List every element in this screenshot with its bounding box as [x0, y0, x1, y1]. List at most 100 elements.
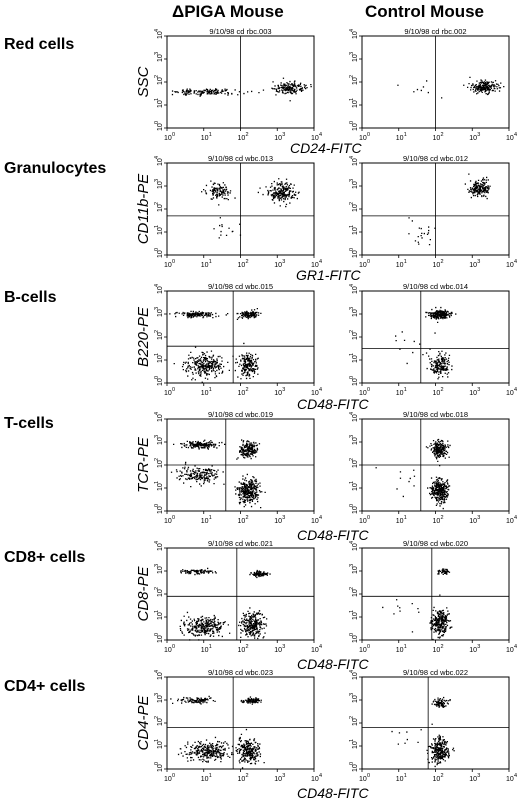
- x-tick-exp-r5c0-3: 3: [282, 773, 285, 779]
- x-tick-exp-r4c0-4: 4: [319, 644, 322, 650]
- plot-file-label-r3c0: 9/10/98 cd wbc.019: [208, 410, 273, 419]
- x-tick-label-r0c0-0: 10: [164, 135, 172, 142]
- x-tick-label-r3c0-4: 10: [311, 518, 319, 525]
- y-tick-label-r3c0-3: 10: [157, 437, 164, 445]
- scatter-cluster-r2c1-1: [426, 350, 453, 380]
- x-tick-label-r0c0-2: 10: [238, 135, 246, 142]
- y-tick-label-r3c0-1: 10: [157, 483, 164, 491]
- y-tick-exp-r3c0-1: 1: [154, 481, 160, 484]
- plot-file-label-r4c0: 9/10/98 cd wbc.021: [208, 539, 273, 548]
- y-tick-label-r2c1-2: 10: [352, 332, 359, 340]
- y-tick-exp-r2c1-3: 3: [349, 307, 355, 310]
- y-tick-label-r3c1-0: 10: [352, 506, 359, 514]
- y-tick-label-r0c0-0: 10: [157, 123, 164, 131]
- x-tick-label-r1c0-0: 10: [164, 262, 172, 269]
- y-tick-exp-r5c0-2: 2: [154, 716, 160, 719]
- y-tick-exp-r0c1-0: 0: [349, 121, 355, 124]
- y-tick-exp-r1c0-2: 2: [154, 202, 160, 205]
- x-tick-exp-r1c0-4: 4: [319, 259, 322, 265]
- x-tick-label-r2c1-4: 10: [506, 390, 514, 397]
- x-tick-exp-r4c0-1: 1: [209, 644, 212, 650]
- x-tick-exp-r2c1-1: 1: [404, 387, 407, 393]
- y-tick-label-r3c0-2: 10: [157, 460, 164, 468]
- scatter-cluster-r4c1-2: [382, 594, 441, 633]
- x-tick-exp-r2c0-0: 0: [172, 387, 175, 393]
- y-tick-label-r1c1-0: 10: [352, 250, 359, 258]
- x-tick-exp-r3c1-1: 1: [404, 515, 407, 521]
- y-tick-exp-r3c0-0: 0: [154, 504, 160, 507]
- x-tick-exp-r5c0-2: 2: [246, 773, 249, 779]
- x-tick-exp-r2c1-3: 3: [477, 387, 480, 393]
- y-tick-label-r5c1-2: 10: [352, 718, 359, 726]
- plot-file-label-r0c0: 9/10/98 cd rbc.003: [209, 27, 271, 36]
- y-tick-label-r0c1-1: 10: [352, 100, 359, 108]
- y-tick-exp-r4c1-1: 1: [349, 610, 355, 613]
- y-tick-exp-r4c0-0: 0: [154, 633, 160, 636]
- y-tick-exp-r1c0-1: 1: [154, 225, 160, 228]
- y-tick-exp-r0c0-3: 3: [154, 52, 160, 55]
- scatter-cluster-r4c1-1: [429, 606, 453, 641]
- x-tick-exp-r1c1-0: 0: [367, 259, 370, 265]
- x-tick-label-r3c1-2: 10: [433, 518, 441, 525]
- x-tick-exp-r2c1-0: 0: [367, 387, 370, 393]
- x-tick-exp-r5c1-3: 3: [477, 773, 480, 779]
- x-tick-label-r4c0-1: 10: [201, 647, 209, 654]
- y-tick-exp-r5c1-4: 4: [349, 670, 355, 673]
- x-tick-exp-r3c0-2: 2: [246, 515, 249, 521]
- y-tick-label-r4c1-2: 10: [352, 589, 359, 597]
- y-tick-exp-r2c0-3: 3: [154, 307, 160, 310]
- x-tick-exp-r3c1-3: 3: [477, 515, 480, 521]
- scatter-cluster-r3c1-2: [375, 467, 416, 498]
- y-tick-exp-r4c0-2: 2: [154, 587, 160, 590]
- xaxis-label-cd24: CD24-FITC: [290, 140, 362, 156]
- x-tick-label-r2c0-3: 10: [274, 390, 282, 397]
- scatter-cluster-r5c0-0: [170, 695, 216, 705]
- y-tick-label-r4c1-4: 10: [352, 543, 359, 551]
- y-tick-label-r1c1-1: 10: [352, 227, 359, 235]
- scatter-cluster-r5c0-2: [177, 736, 255, 763]
- scatter-cluster-r2c0-0: [169, 310, 229, 319]
- y-tick-label-r5c0-1: 10: [157, 741, 164, 749]
- y-tick-exp-r1c0-0: 0: [154, 248, 160, 251]
- scatter-cluster-r4c0-2: [179, 611, 231, 641]
- x-tick-label-r1c0-4: 10: [311, 262, 319, 269]
- x-tick-exp-r4c1-0: 0: [367, 644, 370, 650]
- x-tick-label-r2c0-1: 10: [201, 390, 209, 397]
- x-tick-label-r4c0-0: 10: [164, 647, 172, 654]
- x-tick-exp-r3c0-0: 0: [172, 515, 175, 521]
- x-tick-label-r4c1-1: 10: [396, 647, 404, 654]
- x-tick-label-r5c1-4: 10: [506, 776, 514, 783]
- x-tick-label-r0c1-1: 10: [396, 135, 404, 142]
- x-tick-label-r1c1-4: 10: [506, 262, 514, 269]
- y-tick-label-r2c0-4: 10: [157, 286, 164, 294]
- x-tick-exp-r5c1-4: 4: [514, 773, 517, 779]
- y-tick-exp-r3c0-4: 4: [154, 412, 160, 415]
- y-tick-label-r5c1-3: 10: [352, 695, 359, 703]
- ylabel-5: CD4-PE: [135, 695, 152, 751]
- y-tick-exp-r1c1-0: 0: [349, 248, 355, 251]
- y-tick-label-r2c1-1: 10: [352, 355, 359, 363]
- y-tick-exp-r1c0-4: 4: [154, 156, 160, 159]
- y-tick-exp-r0c1-3: 3: [349, 52, 355, 55]
- y-tick-exp-r3c0-2: 2: [154, 458, 160, 461]
- xaxis-label-cd48-b: CD48-FITC: [297, 396, 369, 412]
- x-tick-exp-r1c0-2: 2: [246, 259, 249, 265]
- y-tick-exp-r0c1-2: 2: [349, 75, 355, 78]
- y-tick-exp-r0c1-1: 1: [349, 98, 355, 101]
- y-tick-label-r3c1-1: 10: [352, 483, 359, 491]
- x-tick-exp-r4c1-3: 3: [477, 644, 480, 650]
- x-tick-label-r3c0-1: 10: [201, 518, 209, 525]
- y-tick-exp-r4c1-3: 3: [349, 564, 355, 567]
- x-tick-exp-r0c1-2: 2: [441, 132, 444, 138]
- scatter-cluster-r3c1-0: [425, 438, 451, 467]
- y-tick-exp-r3c0-3: 3: [154, 435, 160, 438]
- x-tick-label-r4c0-2: 10: [238, 647, 246, 654]
- x-tick-label-r3c0-0: 10: [164, 518, 172, 525]
- y-tick-exp-r4c1-4: 4: [349, 541, 355, 544]
- x-tick-label-r0c0-3: 10: [274, 135, 282, 142]
- x-tick-label-r1c1-0: 10: [359, 262, 367, 269]
- y-tick-exp-r5c0-3: 3: [154, 693, 160, 696]
- y-tick-exp-r1c1-4: 4: [349, 156, 355, 159]
- row-label-b-cells: B-cells: [4, 289, 57, 306]
- column-header-control: Control Mouse: [365, 2, 484, 21]
